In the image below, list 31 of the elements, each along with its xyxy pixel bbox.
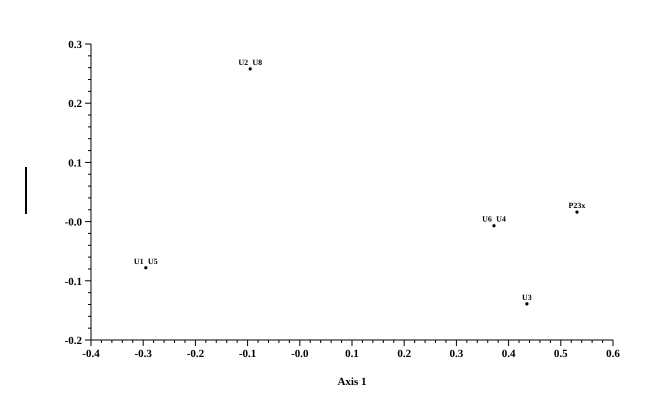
y-tick-label: 0.1 <box>68 157 82 170</box>
x-tick-label: 0.3 <box>450 348 464 360</box>
x-tick-label: 0.5 <box>554 348 568 360</box>
x-tick-label: 0.4 <box>502 348 516 360</box>
y-tick-label: 0.3 <box>68 39 82 51</box>
point <box>248 67 252 70</box>
x-tick-label: -0.1 <box>238 348 256 360</box>
y-tick-label: -0.1 <box>64 276 82 288</box>
annotation: U1 <box>134 256 144 266</box>
x-tick-label: 0.6 <box>606 348 620 360</box>
point <box>144 266 148 270</box>
annotation: P23x <box>568 201 586 210</box>
annotation: U3 <box>522 292 532 302</box>
x-tick-label: -0.0 <box>291 348 309 360</box>
y-tick-label: 0.2 <box>68 98 82 110</box>
y-tick-label: -0.0 <box>64 216 82 229</box>
y-tick-label: -0.2 <box>64 335 82 347</box>
point <box>575 210 579 214</box>
point <box>492 224 496 228</box>
annotation: U5 <box>148 256 158 266</box>
x-tick-label: 0.1 <box>345 348 359 360</box>
x-tick-label: -0.2 <box>186 348 205 360</box>
point <box>525 302 528 306</box>
x-tick-label: -0.4 <box>82 348 100 360</box>
annotation: U4 <box>496 214 506 224</box>
x-tick-label: -0.3 <box>134 348 152 360</box>
x-tick-label: 0.2 <box>397 348 412 360</box>
x-axis-title: Axis 1 <box>337 376 367 388</box>
annotation: U2 <box>238 58 248 67</box>
annotation: U8 <box>252 58 262 67</box>
annotation: U6 <box>482 214 492 224</box>
